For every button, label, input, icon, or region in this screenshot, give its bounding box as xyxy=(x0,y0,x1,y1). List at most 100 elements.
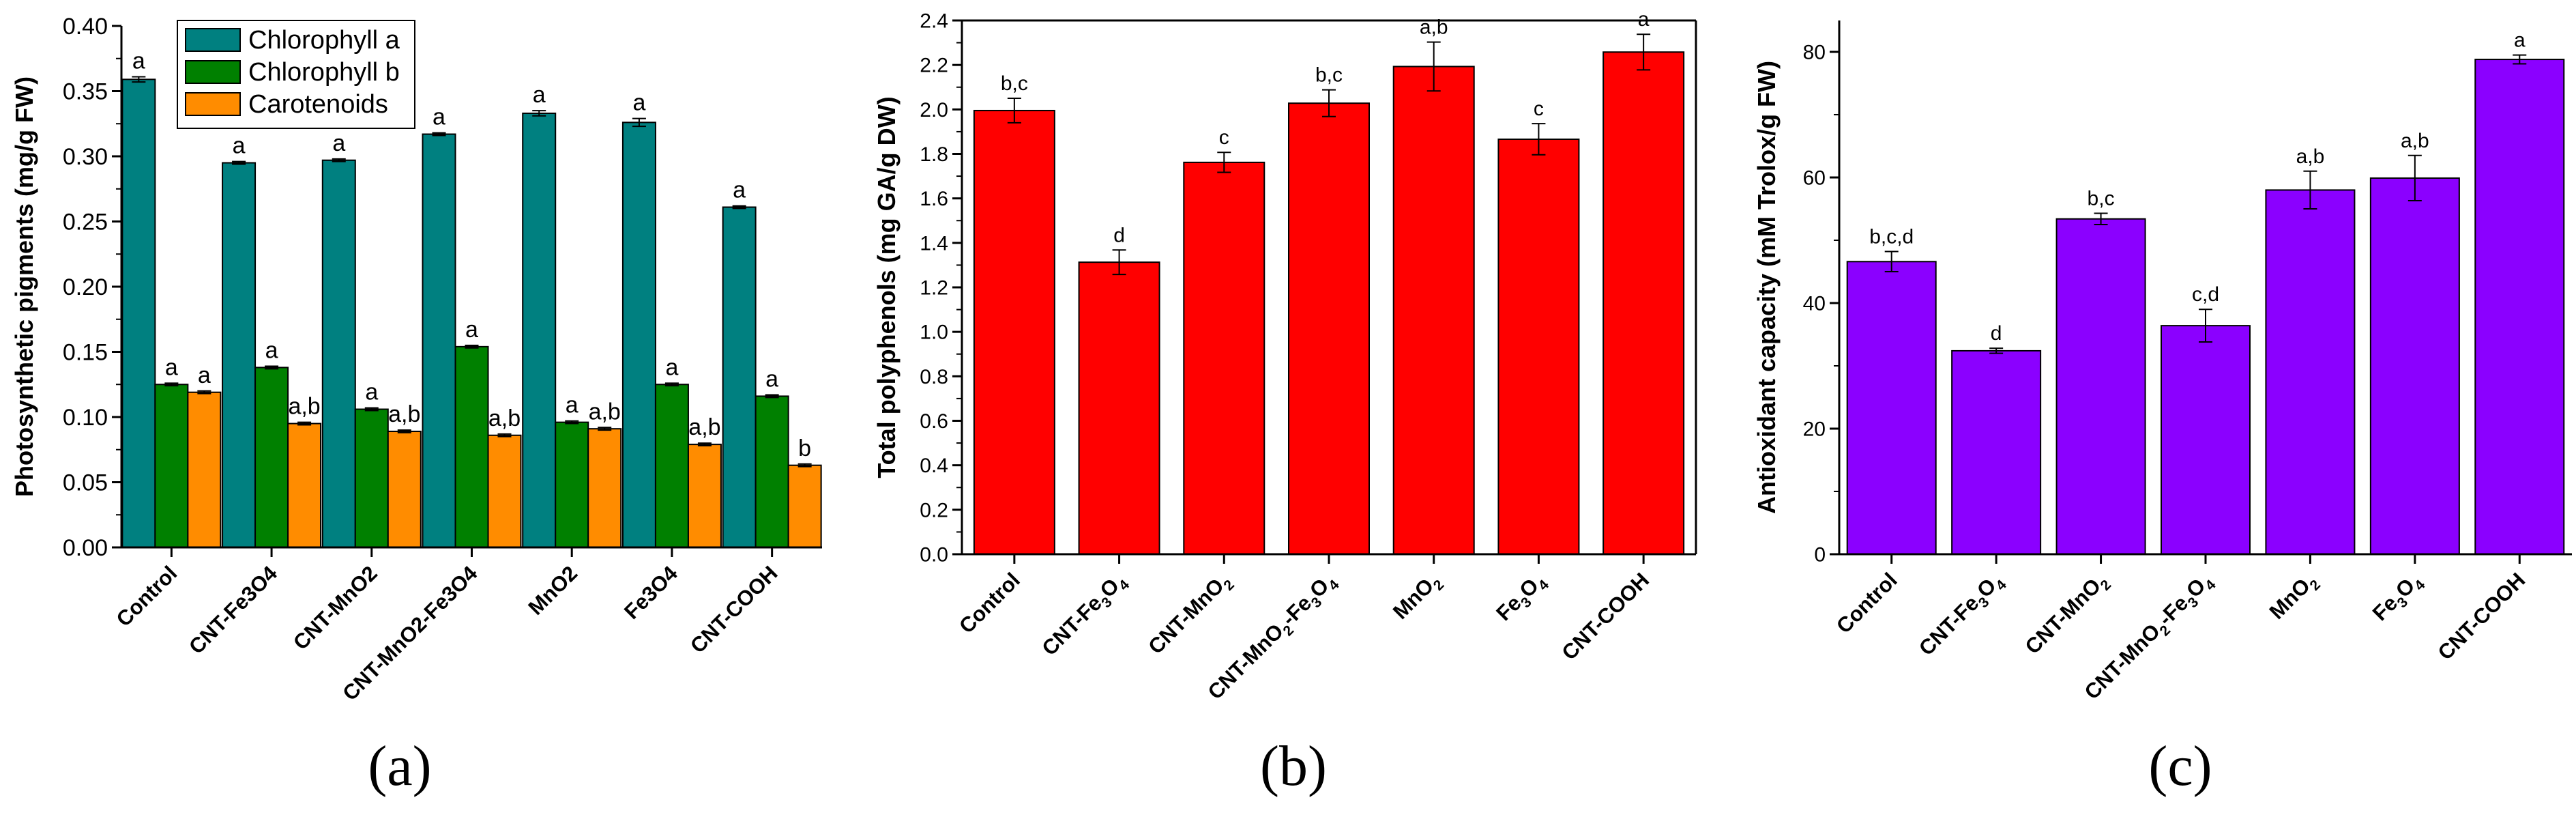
x-tick-label-cnt-mno2: CNT-MnO2 xyxy=(2021,568,2115,662)
significance-letter-chlorophyll-a-cnt-fe3o4: a xyxy=(233,133,246,159)
bar-value-mno2 xyxy=(1392,66,1475,555)
bar-value-control xyxy=(1846,261,1937,555)
legend-swatch-chlorophyll-b xyxy=(185,60,241,84)
legend-swatch-carotenoids xyxy=(185,92,241,116)
bar-chlorophyll-b-cnt-fe3o4 xyxy=(254,367,289,548)
significance-letter-chlorophyll-a-fe3o4: a xyxy=(632,90,645,116)
significance-letter-value-cnt-fe3o4: d xyxy=(1113,224,1125,246)
significance-letter-value-fe3o4: a,b xyxy=(2401,130,2429,152)
significance-letter-carotenoids-cnt-cooh: b xyxy=(798,435,811,461)
y-tick-label-60: 60 xyxy=(1803,167,1826,190)
significance-letter-value-fe3o4: c xyxy=(1534,98,1544,120)
significance-letter-chlorophyll-b-mno2: a xyxy=(566,392,579,418)
legend-label-carotenoids: Carotenoids xyxy=(248,90,388,119)
y-tick-label-2-4: 2.4 xyxy=(920,10,948,33)
panel-label-c: (c) xyxy=(2148,734,2212,798)
bar-carotenoids-cnt-cooh xyxy=(787,464,822,548)
x-tick-label-cnt-cooh: CNT-COOH xyxy=(1557,568,1654,665)
y-tick-label-0-00: 0.00 xyxy=(63,535,108,561)
x-tick-label-fe3o4: Fe3O4 xyxy=(2368,568,2429,629)
legend-swatch-chlorophyll-a xyxy=(185,28,241,52)
panel-c-chart: b,c,d d b,c c,d a,b a,b a 0 20 40 60 80 Control CNT-F… xyxy=(1753,20,2572,704)
bar-value-cnt-mno2 xyxy=(2055,218,2146,555)
x-tick-label-fe3o4: Fe3O4 xyxy=(619,561,682,624)
y-axis-label: Antioxidant capacity (mM Trolox/g FW) xyxy=(1753,61,1781,514)
x-tick-label-cnt-cooh: CNT-COOH xyxy=(2433,568,2530,665)
bar-chlorophyll-b-cnt-mno2-fe3o4 xyxy=(454,345,489,548)
significance-letter-chlorophyll-b-cnt-mno2-fe3o4: a xyxy=(465,317,478,343)
significance-letter-chlorophyll-b-cnt-cooh: a xyxy=(765,367,778,392)
y-tick-label-0-40: 0.40 xyxy=(63,14,108,40)
y-tick-label-1-6: 1.6 xyxy=(920,188,948,210)
y-axis-label: Total polyphenols (mg GA/g DW) xyxy=(873,96,901,478)
bar-value-cnt-cooh xyxy=(2474,59,2565,556)
significance-letter-value-cnt-mno2-fe3o4: b,c xyxy=(1315,64,1343,87)
bar-chlorophyll-b-cnt-cooh xyxy=(755,395,789,548)
y-tick-label-80: 80 xyxy=(1803,42,1826,64)
bar-chlorophyll-b-mno2 xyxy=(555,421,589,549)
y-tick-label-0-35: 0.35 xyxy=(63,78,108,104)
significance-letter-chlorophyll-a-cnt-mno2: a xyxy=(332,130,345,156)
y-tick-label-1-0: 1.0 xyxy=(920,321,948,344)
panel-label-b: (b) xyxy=(1260,734,1327,798)
x-tick-label-cnt-fe3o4: CNT-Fe3O4 xyxy=(184,561,282,659)
bar-value-cnt-mno2 xyxy=(1183,161,1265,556)
x-tick-label-cnt-fe3o4: CNT-Fe3O4 xyxy=(1914,568,2010,663)
bar-chlorophyll-a-cnt-fe3o4 xyxy=(222,162,257,549)
significance-letter-chlorophyll-a-control: a xyxy=(132,48,145,74)
y-tick-label-0-8: 0.8 xyxy=(920,366,948,388)
y-tick-label-1-2: 1.2 xyxy=(920,277,948,300)
bar-carotenoids-cnt-mno2-fe3o4 xyxy=(487,434,522,548)
significance-letter-carotenoids-fe3o4: a,b xyxy=(688,414,720,440)
y-tick-label-1-4: 1.4 xyxy=(920,232,948,255)
x-tick-label-mno2: MnO2 xyxy=(524,561,583,620)
bar-chlorophyll-a-cnt-mno2-fe3o4 xyxy=(422,133,456,548)
x-tick-label-cnt-mno2: CNT-MnO2 xyxy=(289,561,382,655)
x-tick-label-control: Control xyxy=(112,561,182,631)
significance-letter-value-mno2: a,b xyxy=(2296,145,2325,168)
bar-value-cnt-cooh xyxy=(1602,51,1685,556)
y-tick-label-0-0: 0.0 xyxy=(920,544,948,567)
bar-value-cnt-mno2-fe3o4 xyxy=(2161,325,2251,555)
bar-chlorophyll-a-cnt-cooh xyxy=(722,206,757,548)
significance-letter-chlorophyll-a-mno2: a xyxy=(533,82,546,108)
legend-label-chlorophyll-b: Chlorophyll b xyxy=(248,58,400,87)
legend-label-chlorophyll-a: Chlorophyll a xyxy=(248,26,400,55)
bar-carotenoids-mno2 xyxy=(587,428,622,548)
x-tick-label-cnt-cooh: CNT-COOH xyxy=(686,561,782,658)
bar-value-cnt-fe3o4 xyxy=(1951,349,2042,555)
bar-chlorophyll-a-control xyxy=(121,78,156,548)
y-tick-label-0-4: 0.4 xyxy=(920,455,948,477)
bar-carotenoids-control xyxy=(187,391,222,549)
bar-chlorophyll-a-mno2 xyxy=(522,112,557,549)
x-tick-label-control: Control xyxy=(1832,568,1902,638)
y-tick-label-0-6: 0.6 xyxy=(920,410,948,433)
y-tick-label-1-8: 1.8 xyxy=(920,143,948,166)
bar-chlorophyll-a-cnt-mno2 xyxy=(321,159,356,549)
significance-letter-carotenoids-cnt-mno2-fe3o4: a,b xyxy=(488,405,521,431)
y-axis-label: Photosynthetic pigments (mg/g FW) xyxy=(10,76,38,497)
bar-value-cnt-fe3o4 xyxy=(1078,261,1160,555)
significance-letter-chlorophyll-b-control: a xyxy=(165,354,178,380)
bar-value-mno2 xyxy=(2265,189,2356,555)
y-tick-label-2-0: 2.0 xyxy=(920,99,948,121)
bar-chlorophyll-a-fe3o4 xyxy=(621,121,656,548)
significance-letter-value-cnt-mno2: b,c xyxy=(2088,187,2115,210)
y-tick-label-20: 20 xyxy=(1803,418,1826,441)
y-tick-label-0: 0 xyxy=(1814,544,1826,567)
panel-label-a: (a) xyxy=(368,734,431,798)
significance-letter-value-cnt-cooh: a xyxy=(2514,29,2526,52)
y-tick-label-0-25: 0.25 xyxy=(63,209,108,235)
x-tick-label-cnt-mno2: CNT-MnO2 xyxy=(1143,568,1238,662)
significance-letter-carotenoids-control: a xyxy=(198,362,211,388)
y-tick-label-0-30: 0.30 xyxy=(63,144,108,170)
x-tick-label-cnt-fe3o4: CNT-Fe3O4 xyxy=(1037,568,1132,663)
significance-letter-value-cnt-mno2-fe3o4: c,d xyxy=(2192,283,2219,306)
x-tick-label-mno2: MnO2 xyxy=(2265,568,2324,627)
bar-carotenoids-cnt-fe3o4 xyxy=(287,422,322,548)
panel-b-chart: b,cdcb,ca,bca0.00.20.40.60.81.01.21.41.6… xyxy=(873,8,1697,704)
bar-value-fe3o4 xyxy=(1497,138,1580,555)
